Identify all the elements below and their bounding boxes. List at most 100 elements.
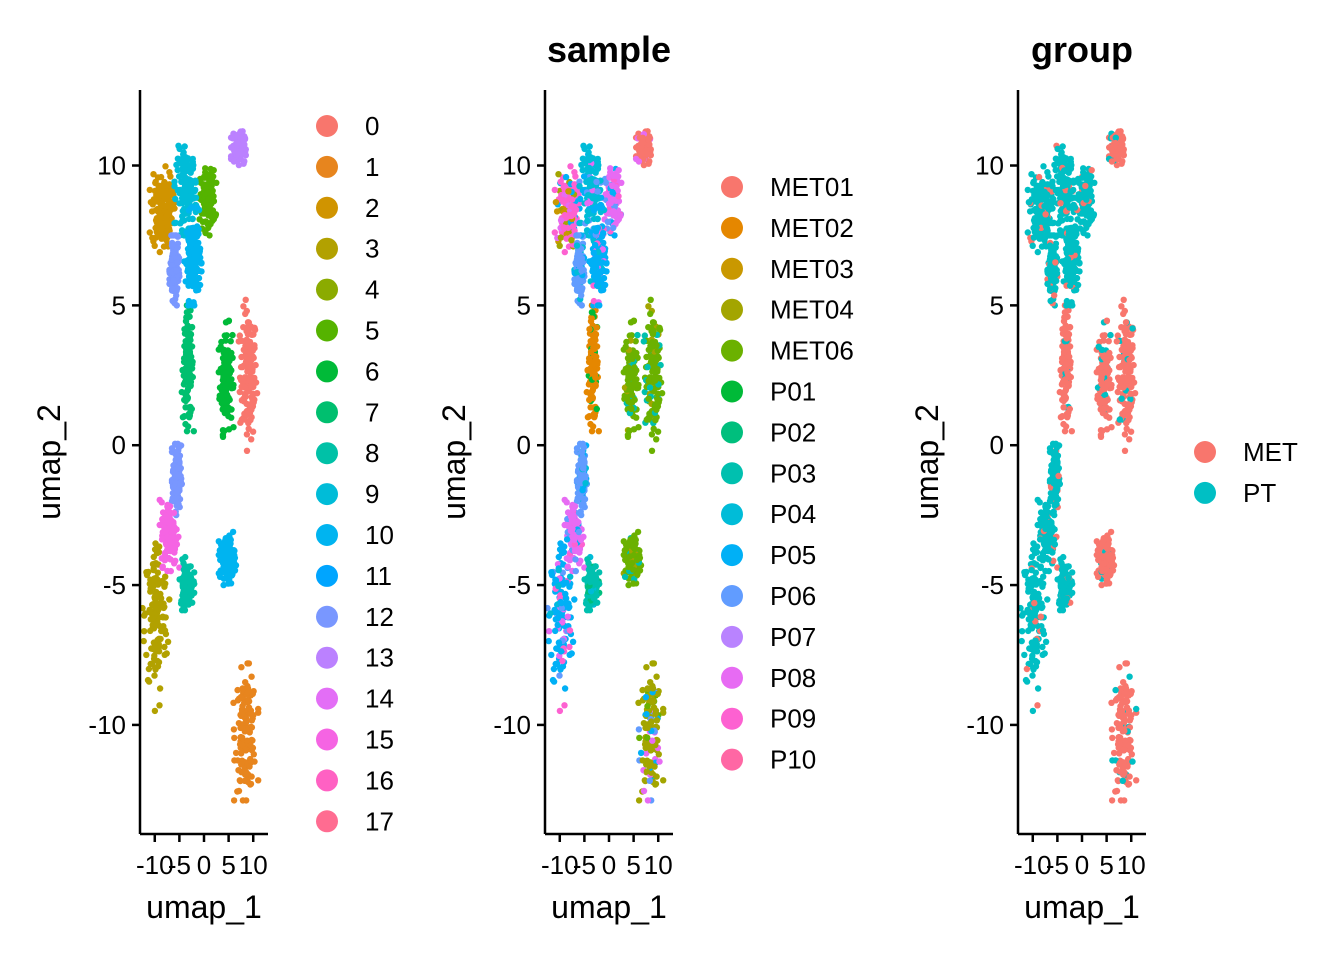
data-point bbox=[645, 395, 652, 402]
data-point bbox=[188, 282, 196, 289]
data-point bbox=[1099, 398, 1106, 406]
data-point bbox=[1116, 664, 1123, 671]
data-point bbox=[224, 543, 232, 551]
data-point bbox=[197, 179, 204, 186]
data-point bbox=[630, 317, 638, 324]
data-point bbox=[147, 577, 155, 584]
data-point bbox=[589, 361, 597, 368]
data-point bbox=[587, 348, 595, 356]
data-point bbox=[561, 248, 568, 256]
data-point bbox=[553, 208, 561, 215]
data-point bbox=[1093, 369, 1101, 376]
data-point bbox=[147, 627, 154, 635]
data-point bbox=[1117, 797, 1125, 804]
data-point bbox=[1107, 331, 1114, 339]
data-point bbox=[580, 500, 587, 508]
data-point bbox=[180, 355, 188, 362]
data-point bbox=[187, 241, 194, 249]
legend-key bbox=[316, 687, 338, 710]
legend-label: MET03 bbox=[770, 254, 854, 284]
data-point bbox=[251, 758, 258, 765]
data-point bbox=[204, 182, 211, 190]
data-point bbox=[146, 229, 153, 236]
data-point bbox=[548, 571, 556, 579]
data-point bbox=[188, 204, 195, 211]
data-point bbox=[145, 665, 153, 673]
data-point bbox=[652, 781, 659, 788]
data-point bbox=[598, 204, 606, 211]
legend-label: P03 bbox=[770, 458, 816, 488]
data-point bbox=[1120, 310, 1127, 318]
legend-label: P08 bbox=[770, 663, 816, 693]
data-point bbox=[1098, 380, 1106, 388]
data-point bbox=[150, 639, 158, 646]
data-point bbox=[239, 797, 247, 804]
data-point bbox=[167, 567, 174, 575]
data-point bbox=[193, 204, 201, 211]
data-point bbox=[255, 705, 262, 713]
data-point bbox=[590, 335, 597, 342]
data-point bbox=[553, 660, 561, 667]
data-point bbox=[227, 536, 234, 544]
data-point bbox=[561, 685, 569, 692]
data-point bbox=[155, 183, 162, 191]
data-point bbox=[149, 621, 156, 629]
data-point bbox=[160, 188, 167, 195]
data-point bbox=[656, 325, 663, 332]
legend-label: MET02 bbox=[770, 213, 854, 243]
data-point bbox=[244, 737, 251, 744]
data-point bbox=[231, 554, 239, 562]
data-point bbox=[163, 202, 170, 210]
data-point bbox=[651, 377, 659, 384]
data-point bbox=[649, 319, 657, 326]
data-point bbox=[545, 637, 552, 645]
data-point bbox=[587, 420, 594, 428]
data-point bbox=[593, 204, 600, 211]
data-point bbox=[164, 223, 172, 230]
data-point bbox=[556, 707, 564, 715]
data-point bbox=[182, 156, 189, 163]
legend-label: 8 bbox=[365, 438, 379, 468]
data-point bbox=[156, 685, 164, 692]
data-point bbox=[635, 797, 643, 804]
data-point bbox=[241, 141, 248, 148]
data-point bbox=[1034, 685, 1042, 692]
data-point bbox=[227, 380, 234, 388]
data-point bbox=[245, 704, 253, 711]
data-point bbox=[230, 726, 238, 733]
data-point bbox=[1125, 416, 1132, 424]
data-point bbox=[218, 338, 225, 346]
data-point bbox=[166, 503, 174, 510]
data-point bbox=[1044, 596, 1051, 603]
data-point bbox=[182, 578, 189, 586]
data-point bbox=[1125, 710, 1132, 717]
data-point bbox=[248, 773, 255, 780]
data-point bbox=[190, 428, 197, 435]
data-point bbox=[240, 395, 247, 402]
legend-label: MET06 bbox=[770, 336, 854, 366]
data-point bbox=[562, 595, 570, 602]
y-axis-title: umap_2 bbox=[436, 404, 472, 520]
data-point bbox=[1123, 660, 1131, 667]
data-point bbox=[1109, 734, 1116, 742]
data-point bbox=[1113, 338, 1121, 345]
data-point bbox=[647, 679, 654, 686]
data-point bbox=[210, 173, 217, 180]
data-point bbox=[584, 556, 591, 563]
data-point bbox=[629, 355, 636, 362]
data-point bbox=[178, 388, 185, 396]
data-point bbox=[1123, 327, 1130, 335]
data-point bbox=[185, 249, 192, 256]
data-point bbox=[650, 425, 657, 432]
data-point bbox=[140, 637, 147, 645]
data-point bbox=[634, 331, 641, 339]
data-point bbox=[164, 525, 171, 533]
data-point bbox=[578, 267, 585, 275]
data-point bbox=[185, 335, 192, 342]
data-point bbox=[1133, 777, 1140, 784]
data-point bbox=[1116, 711, 1123, 718]
data-point bbox=[576, 183, 583, 190]
data-point bbox=[241, 777, 248, 784]
data-point bbox=[593, 282, 601, 289]
